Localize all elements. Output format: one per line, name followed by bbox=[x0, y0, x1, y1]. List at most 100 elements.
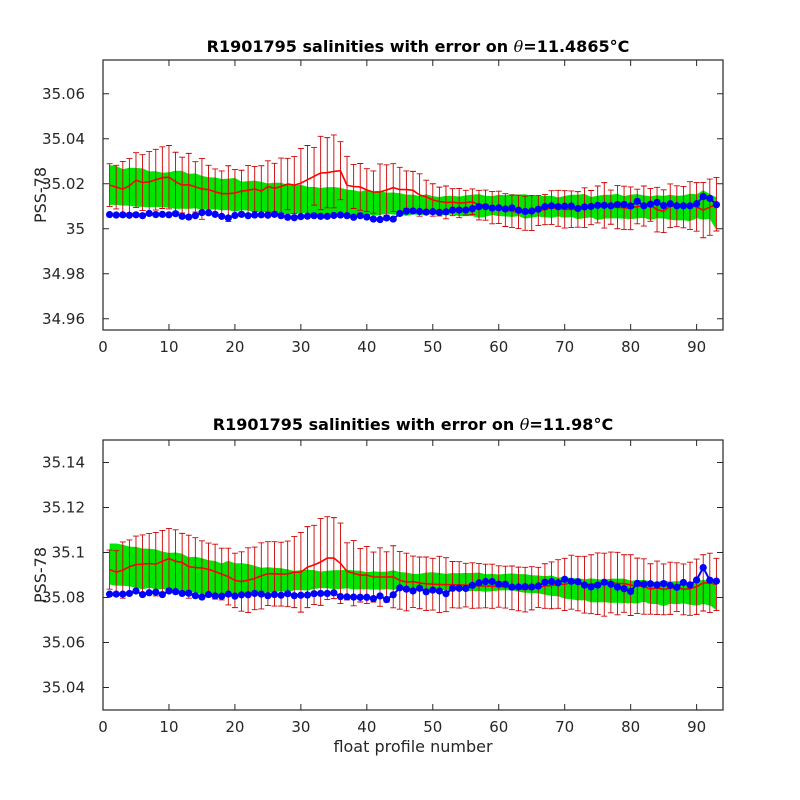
blue-data-point bbox=[336, 211, 345, 219]
blue-data-point bbox=[501, 580, 509, 588]
blue-data-point bbox=[343, 593, 351, 601]
blue-data-point bbox=[218, 592, 226, 600]
blue-data-point bbox=[706, 576, 714, 584]
blue-data-point bbox=[607, 580, 615, 588]
blue-data-point bbox=[613, 200, 622, 209]
blue-data-point bbox=[442, 208, 450, 216]
blue-data-point bbox=[363, 213, 371, 221]
blue-data-point bbox=[409, 207, 417, 215]
blue-data-point bbox=[528, 583, 536, 591]
y-axis-label-bottom: PSS-78 bbox=[31, 547, 50, 603]
blue-data-point bbox=[415, 584, 424, 592]
blue-data-point bbox=[310, 590, 318, 598]
blue-data-point bbox=[264, 592, 272, 600]
blue-data-point bbox=[132, 587, 140, 595]
blue-data-point bbox=[468, 581, 476, 589]
blue-data-point bbox=[369, 215, 378, 223]
blue-data-point bbox=[237, 591, 246, 599]
blue-data-point bbox=[462, 206, 470, 214]
blue-data-point bbox=[580, 581, 589, 589]
blue-data-point bbox=[204, 590, 213, 599]
blue-data-point bbox=[211, 592, 219, 600]
blue-data-point bbox=[396, 209, 404, 218]
blue-data-point bbox=[574, 204, 582, 213]
blue-data-point bbox=[415, 207, 424, 216]
red-series-line bbox=[109, 557, 717, 591]
blue-data-point bbox=[158, 590, 166, 599]
blue-data-point bbox=[317, 212, 325, 220]
blue-data-point bbox=[429, 586, 437, 594]
x-tick-label: 0 bbox=[98, 718, 108, 736]
blue-data-point bbox=[475, 203, 483, 211]
blue-data-point bbox=[508, 204, 516, 212]
blue-data-point bbox=[521, 583, 529, 591]
y-tick-label: 35.06 bbox=[42, 85, 85, 103]
y-axis-label-top: PSS-78 bbox=[31, 167, 50, 223]
x-tick-label: 80 bbox=[621, 718, 640, 736]
x-tick-label: 10 bbox=[159, 718, 178, 736]
blue-data-point bbox=[389, 591, 397, 599]
blue-data-point bbox=[105, 210, 114, 219]
blue-data-point bbox=[627, 587, 635, 596]
blue-data-point bbox=[693, 200, 701, 208]
blue-data-point bbox=[620, 585, 628, 593]
blue-data-point bbox=[561, 575, 569, 583]
blue-data-point bbox=[528, 207, 536, 215]
blue-data-point bbox=[165, 211, 173, 219]
x-tick-label: 60 bbox=[489, 338, 508, 356]
blue-data-point bbox=[277, 591, 285, 599]
blue-data-point bbox=[699, 192, 707, 201]
blue-data-point bbox=[356, 212, 364, 220]
blue-data-point bbox=[402, 207, 411, 215]
blue-data-point bbox=[514, 583, 523, 591]
blue-data-point bbox=[422, 588, 430, 596]
blue-data-point bbox=[119, 590, 127, 598]
blue-data-point bbox=[297, 213, 305, 221]
blue-data-point bbox=[580, 203, 589, 211]
blue-data-point bbox=[145, 209, 153, 218]
y-tick-label: 35.12 bbox=[42, 499, 85, 517]
blue-data-point bbox=[455, 206, 463, 214]
title-prefix: R1901795 salinities with error on bbox=[207, 37, 514, 56]
blue-data-point bbox=[224, 214, 232, 222]
blue-data-point bbox=[666, 581, 674, 589]
blue-data-point bbox=[547, 202, 556, 210]
x-axis-label-bottom: float profile number bbox=[333, 737, 493, 756]
blue-data-point bbox=[343, 212, 351, 220]
blue-data-point bbox=[178, 589, 186, 598]
axes-box bbox=[102, 59, 724, 331]
blue-data-point bbox=[336, 593, 345, 601]
y-tick-label: 35.08 bbox=[42, 589, 85, 607]
blue-data-point bbox=[185, 589, 193, 597]
blue-data-point bbox=[409, 587, 417, 595]
blue-data-point bbox=[178, 212, 186, 220]
title-unit: °C bbox=[593, 415, 613, 434]
blue-data-point bbox=[435, 208, 443, 216]
blue-data-point bbox=[633, 579, 641, 587]
blue-data-point bbox=[138, 212, 147, 220]
x-tick-label: 90 bbox=[687, 338, 706, 356]
blue-data-point bbox=[514, 206, 523, 214]
blue-data-point bbox=[284, 590, 292, 598]
blue-data-point bbox=[211, 210, 219, 218]
blue-data-point bbox=[613, 583, 622, 591]
blue-data-point bbox=[567, 577, 575, 585]
blue-data-point bbox=[356, 593, 364, 601]
blue-data-point bbox=[600, 578, 608, 586]
blue-data-point bbox=[429, 208, 437, 216]
blue-data-point bbox=[317, 589, 325, 598]
blue-data-point bbox=[158, 210, 166, 218]
blue-data-point bbox=[554, 579, 562, 587]
blue-data-point bbox=[105, 590, 114, 598]
blue-data-point bbox=[534, 582, 542, 590]
blue-data-point bbox=[270, 590, 279, 599]
blue-data-point bbox=[468, 205, 476, 213]
x-tick-label: 40 bbox=[357, 718, 376, 736]
blue-data-point bbox=[587, 202, 595, 211]
error-bar bbox=[106, 163, 113, 207]
blue-data-point bbox=[132, 211, 140, 219]
blue-data-point bbox=[495, 204, 503, 212]
blue-data-point bbox=[448, 584, 457, 592]
